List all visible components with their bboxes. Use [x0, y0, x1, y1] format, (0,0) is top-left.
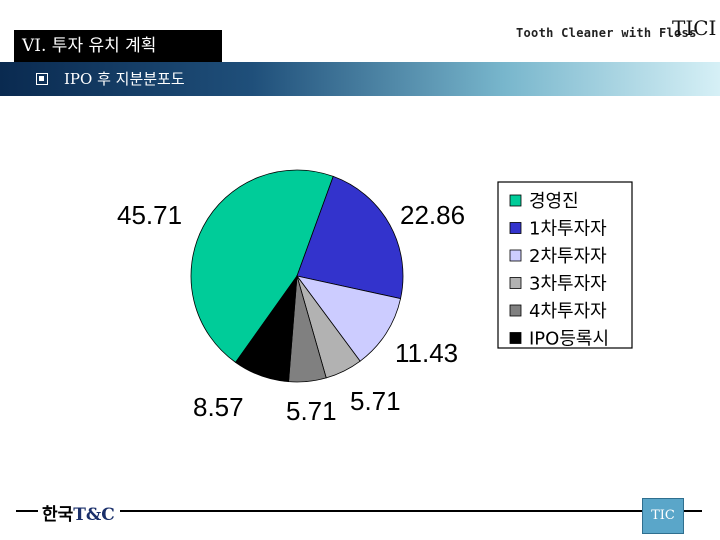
subtitle-bar: IPO 후 지분분포도: [0, 62, 720, 96]
legend-label-5: 4차투자자: [529, 301, 607, 322]
footer-divider-right: [120, 510, 702, 512]
legend-label-4: 3차투자자: [529, 274, 607, 295]
pie-slice-6: [234, 274, 298, 383]
pie-slice-1: [190, 169, 334, 363]
legend-swatch-5: [509, 304, 522, 317]
data-label-2: 22.86: [400, 200, 465, 230]
legend-swatch-2: [509, 222, 522, 234]
pie-slice-2: [296, 175, 404, 300]
brand-logo-top: TICI: [672, 16, 717, 40]
tagline: Tooth Cleaner with Floss: [516, 26, 697, 40]
footer-brand-korean: 한국: [42, 505, 74, 525]
legend-label-1: 경영진: [529, 191, 579, 212]
legend-box: [497, 181, 633, 349]
data-label-4: 5.71: [350, 386, 401, 416]
legend-label-6: IPO등록시: [529, 329, 609, 350]
data-label-5: 5.71: [286, 396, 337, 426]
footer-brand-latin: T&C: [73, 505, 115, 525]
data-label-6: 8.57: [193, 392, 244, 422]
footer-brand: 한국T&C: [38, 500, 119, 525]
bullet-square-icon: [36, 73, 48, 85]
data-label-3: 11.43: [395, 338, 458, 368]
legend-label-3: 2차투자자: [529, 246, 607, 267]
legend-label-2: 1차투자자: [529, 219, 607, 240]
legend-swatch-4: [509, 277, 522, 289]
footer-logo-icon: TIC: [642, 498, 684, 534]
section-title: VI. 투자 유치 계획: [14, 30, 222, 62]
legend-swatch-1: [509, 194, 522, 207]
data-label-1: 45.71: [117, 200, 182, 230]
pie-slice-3: [296, 275, 402, 362]
subtitle-label: IPO 후 지분분포도: [64, 70, 185, 88]
chart-legend: 경영진 1차투자자 2차투자자 3차투자자 4차투자자 IPO등록시: [497, 181, 633, 350]
footer-divider-left: [16, 510, 40, 512]
legend-swatch-3: [509, 249, 522, 262]
legend-swatch-6: [509, 332, 522, 344]
